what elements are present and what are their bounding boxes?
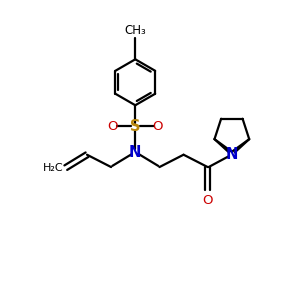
Text: N: N: [226, 147, 238, 162]
Text: S: S: [130, 119, 140, 134]
Text: H₂C: H₂C: [43, 163, 63, 173]
Text: O: O: [202, 194, 213, 208]
Text: CH₃: CH₃: [124, 24, 146, 37]
Text: N: N: [129, 145, 142, 160]
Text: O: O: [153, 120, 163, 133]
Text: O: O: [107, 120, 118, 133]
